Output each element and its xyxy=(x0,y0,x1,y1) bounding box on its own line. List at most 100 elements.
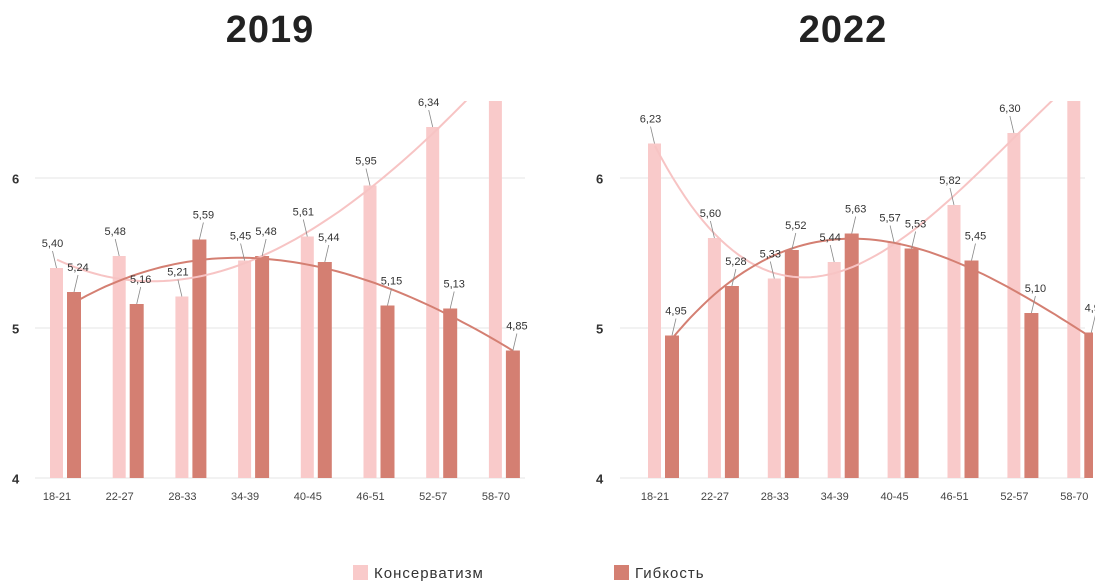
bar xyxy=(1067,101,1081,478)
leader-line xyxy=(791,232,797,251)
leader-line xyxy=(387,288,392,306)
x-tick-label: 22-27 xyxy=(106,491,134,503)
x-tick-label: 22-27 xyxy=(701,491,729,503)
x-tick-label: 52-57 xyxy=(1000,491,1028,503)
data-label: 4,97 xyxy=(1085,302,1095,314)
y-tick-label: 5 xyxy=(12,321,19,336)
trend-line xyxy=(654,101,1054,279)
leader-line xyxy=(73,274,79,293)
trend-line xyxy=(671,237,1092,340)
plot-area xyxy=(648,101,1093,478)
data-label: 5,15 xyxy=(381,275,402,287)
y-tick-label: 4 xyxy=(596,471,604,486)
x-tick-label: 18-21 xyxy=(641,491,669,503)
leader-line xyxy=(52,250,57,269)
data-label: 5,45 xyxy=(230,230,251,242)
leader-line xyxy=(1031,295,1036,314)
data-label: 5,21 xyxy=(167,266,188,278)
data-label: 5,28 xyxy=(725,256,746,268)
data-label: 5,13 xyxy=(443,278,464,290)
leader-line xyxy=(1009,115,1015,134)
data-label: 6,30 xyxy=(999,103,1020,115)
data-label: 5,60 xyxy=(700,208,721,220)
bar xyxy=(844,233,859,478)
bar xyxy=(238,260,252,478)
data-label: 5,33 xyxy=(760,248,781,260)
bar xyxy=(724,286,739,478)
bar xyxy=(887,242,901,478)
data-label: 5,63 xyxy=(845,203,866,215)
data-label: 5,40 xyxy=(42,238,63,250)
bar xyxy=(1024,313,1039,478)
leader-line xyxy=(177,279,183,297)
legend-swatch xyxy=(614,565,629,580)
bar xyxy=(380,305,395,478)
x-tick-label: 28-33 xyxy=(168,491,196,503)
x-tick-label: 28-33 xyxy=(761,491,789,503)
bar xyxy=(947,205,961,478)
bar xyxy=(67,292,81,478)
data-label: 6,34 xyxy=(418,97,439,109)
data-label: 5,61 xyxy=(293,206,314,218)
x-tick-label: 58-70 xyxy=(1060,491,1088,503)
leader-line xyxy=(949,187,955,206)
x-tick-label: 18-21 xyxy=(43,491,71,503)
bar xyxy=(964,260,979,478)
x-tick-label: 34-39 xyxy=(231,491,259,503)
leader-line xyxy=(731,268,737,287)
leader-line xyxy=(851,216,857,234)
x-tick-label: 52-57 xyxy=(419,491,447,503)
bar xyxy=(363,185,377,478)
bar xyxy=(426,127,440,478)
legend-swatch xyxy=(353,565,368,580)
leader-line xyxy=(324,244,330,263)
x-tick-label: 40-45 xyxy=(881,491,909,503)
x-tick-label: 46-51 xyxy=(940,491,968,503)
data-label: 5,57 xyxy=(879,212,900,224)
y-tick-label: 4 xyxy=(12,471,20,486)
leader-line xyxy=(829,244,835,263)
leader-line xyxy=(302,219,308,237)
bar xyxy=(317,262,332,478)
bar xyxy=(648,143,661,478)
leader-line xyxy=(428,109,434,128)
bar xyxy=(112,256,126,478)
data-label: 5,95 xyxy=(355,155,376,167)
data-label: 5,45 xyxy=(965,230,986,242)
leader-line xyxy=(971,243,976,261)
y-tick-label: 6 xyxy=(596,171,603,186)
leader-line xyxy=(889,225,895,243)
leader-line xyxy=(769,261,775,279)
bar xyxy=(505,350,520,478)
legend-label: Консерватизм xyxy=(374,565,484,582)
bar xyxy=(1084,332,1093,478)
data-label: 5,10 xyxy=(1025,283,1046,295)
data-label: 5,52 xyxy=(785,220,806,232)
data-label: 4,95 xyxy=(665,305,686,317)
leader-line xyxy=(710,220,715,239)
data-label: 5,48 xyxy=(255,226,276,238)
chart-title: 2019 xyxy=(226,9,315,51)
bar xyxy=(129,304,144,478)
y-tick-label: 5 xyxy=(596,321,603,336)
x-tick-label: 34-39 xyxy=(821,491,849,503)
data-label: 5,53 xyxy=(905,218,926,230)
y-tick-label: 6 xyxy=(12,171,19,186)
bar xyxy=(488,101,502,478)
bar xyxy=(192,239,207,478)
leader-line xyxy=(199,222,204,240)
leader-line xyxy=(136,286,142,305)
bar xyxy=(50,268,63,478)
bar xyxy=(175,296,189,478)
chart-title: 2022 xyxy=(799,9,888,51)
data-label: 4,85 xyxy=(506,320,527,332)
leader-line xyxy=(911,231,916,249)
leader-line xyxy=(240,243,245,261)
trend-line xyxy=(73,256,514,352)
data-label: 5,24 xyxy=(67,262,88,274)
data-label: 5,16 xyxy=(130,274,151,286)
leader-line xyxy=(1090,315,1095,333)
plot-area xyxy=(50,101,520,478)
leader-line xyxy=(449,291,455,309)
bar xyxy=(827,262,841,478)
